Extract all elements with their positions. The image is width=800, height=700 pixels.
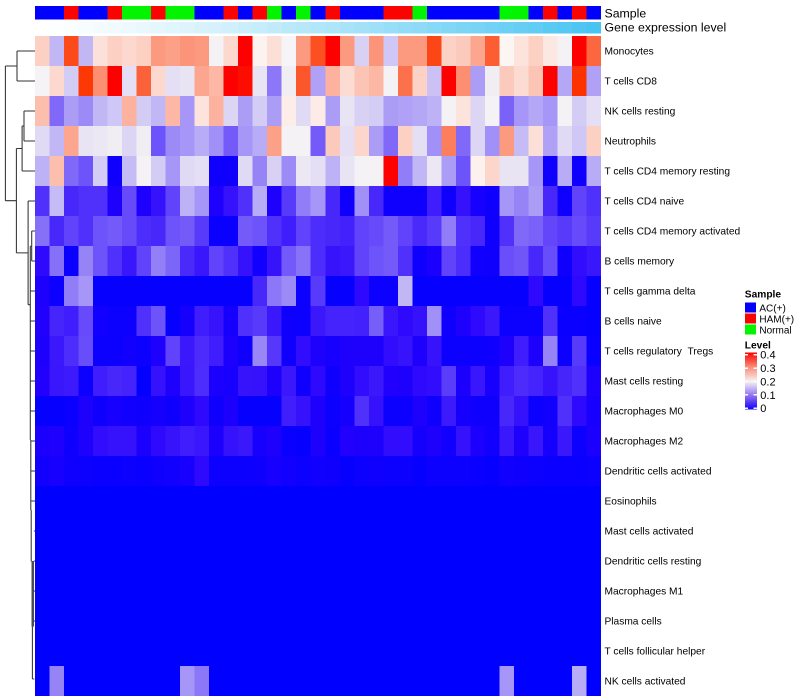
svg-text:NK cells activated: NK cells activated <box>605 677 686 688</box>
svg-text:Macrophages M0: Macrophages M0 <box>605 407 684 418</box>
svg-text:0.2: 0.2 <box>760 376 775 388</box>
svg-text:Dendritic cells activated: Dendritic cells activated <box>605 467 712 478</box>
svg-text:T cells CD4 memory activated: T cells CD4 memory activated <box>605 227 741 238</box>
svg-text:Monocytes: Monocytes <box>605 47 654 58</box>
svg-text:Neutrophils: Neutrophils <box>605 137 657 148</box>
svg-text:0.3: 0.3 <box>760 363 775 375</box>
svg-text:Macrophages M2: Macrophages M2 <box>605 437 684 448</box>
svg-text:B cells memory: B cells memory <box>605 257 676 268</box>
svg-text:AC(+): AC(+) <box>759 303 785 314</box>
svg-text:0: 0 <box>760 403 766 415</box>
svg-text:Sample: Sample <box>605 7 647 21</box>
svg-text:T cells regulatory Tregs: T cells regulatory Tregs <box>605 347 714 358</box>
svg-text:Mast cells resting: Mast cells resting <box>605 377 684 388</box>
svg-text:HAM(+): HAM(+) <box>759 314 794 325</box>
svg-text:Dendritic cells resting: Dendritic cells resting <box>605 557 702 568</box>
svg-text:T cells CD4 memory resting: T cells CD4 memory resting <box>605 167 731 178</box>
svg-text:Level: Level <box>745 341 771 352</box>
svg-text:T cells gamma delta: T cells gamma delta <box>605 287 696 298</box>
svg-text:Normal: Normal <box>759 325 791 336</box>
svg-text:T cells CD8: T cells CD8 <box>605 77 658 88</box>
svg-text:T cells CD4 naive: T cells CD4 naive <box>605 197 685 208</box>
svg-text:Mast cells activated: Mast cells activated <box>605 527 694 538</box>
svg-text:Macrophages M1: Macrophages M1 <box>605 587 684 598</box>
svg-text:Plasma cells: Plasma cells <box>605 617 662 628</box>
svg-text:T cells follicular helper: T cells follicular helper <box>605 647 706 658</box>
svg-text:Eosinophils: Eosinophils <box>605 497 657 508</box>
svg-text:0.4: 0.4 <box>760 350 775 362</box>
svg-text:NK cells resting: NK cells resting <box>605 107 676 118</box>
svg-text:Gene expression level: Gene expression level <box>605 21 727 35</box>
svg-text:0.1: 0.1 <box>760 390 775 402</box>
svg-text:B cells naive: B cells naive <box>605 317 663 328</box>
svg-text:Sample: Sample <box>745 290 782 301</box>
